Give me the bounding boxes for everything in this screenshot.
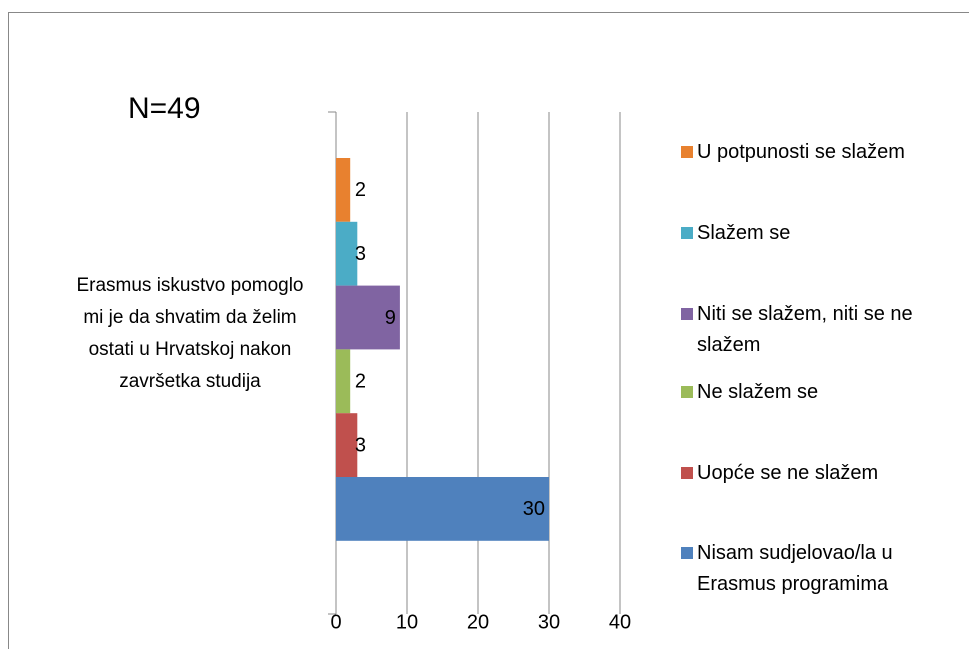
data-label: 2	[355, 179, 366, 201]
legend-swatch	[681, 227, 693, 239]
data-label: 2	[355, 371, 366, 393]
data-label: 3	[355, 434, 366, 456]
category-label: Erasmus iskustvo pomoglo mi je da shvati…	[76, 275, 304, 392]
annotation: N=49	[128, 92, 201, 125]
data-label: 3	[355, 243, 366, 265]
x-tick-label: 10	[396, 611, 418, 633]
legend-entry: Slažem se	[681, 218, 962, 249]
bar	[336, 413, 358, 477]
bar	[336, 285, 400, 350]
bar	[336, 158, 351, 222]
x-tick-label: 20	[467, 611, 489, 633]
legend-entry: Nisam sudjelovao/la u Erasmus programima	[681, 538, 962, 600]
legend-entry: Uopće se ne slažem	[681, 458, 962, 489]
legend-swatch	[681, 146, 693, 158]
legend-swatch	[681, 547, 693, 559]
legend-swatch	[681, 467, 693, 479]
bar	[336, 477, 549, 541]
legend-entry: Ne slažem se	[681, 377, 962, 408]
x-tick-label: 30	[538, 611, 560, 633]
legend-swatch	[681, 308, 693, 320]
x-tick-label: 0	[330, 611, 341, 633]
x-tick-label: 40	[609, 611, 631, 633]
bar	[336, 349, 351, 414]
legend-swatch	[681, 386, 693, 398]
data-label: 9	[385, 307, 396, 329]
bar	[336, 221, 358, 286]
legend-entry: U potpunosti se slažem	[681, 137, 962, 168]
frame	[8, 12, 969, 649]
legend-entry: Niti se slažem, niti se ne slažem	[681, 299, 962, 361]
data-label: 30	[523, 498, 545, 520]
